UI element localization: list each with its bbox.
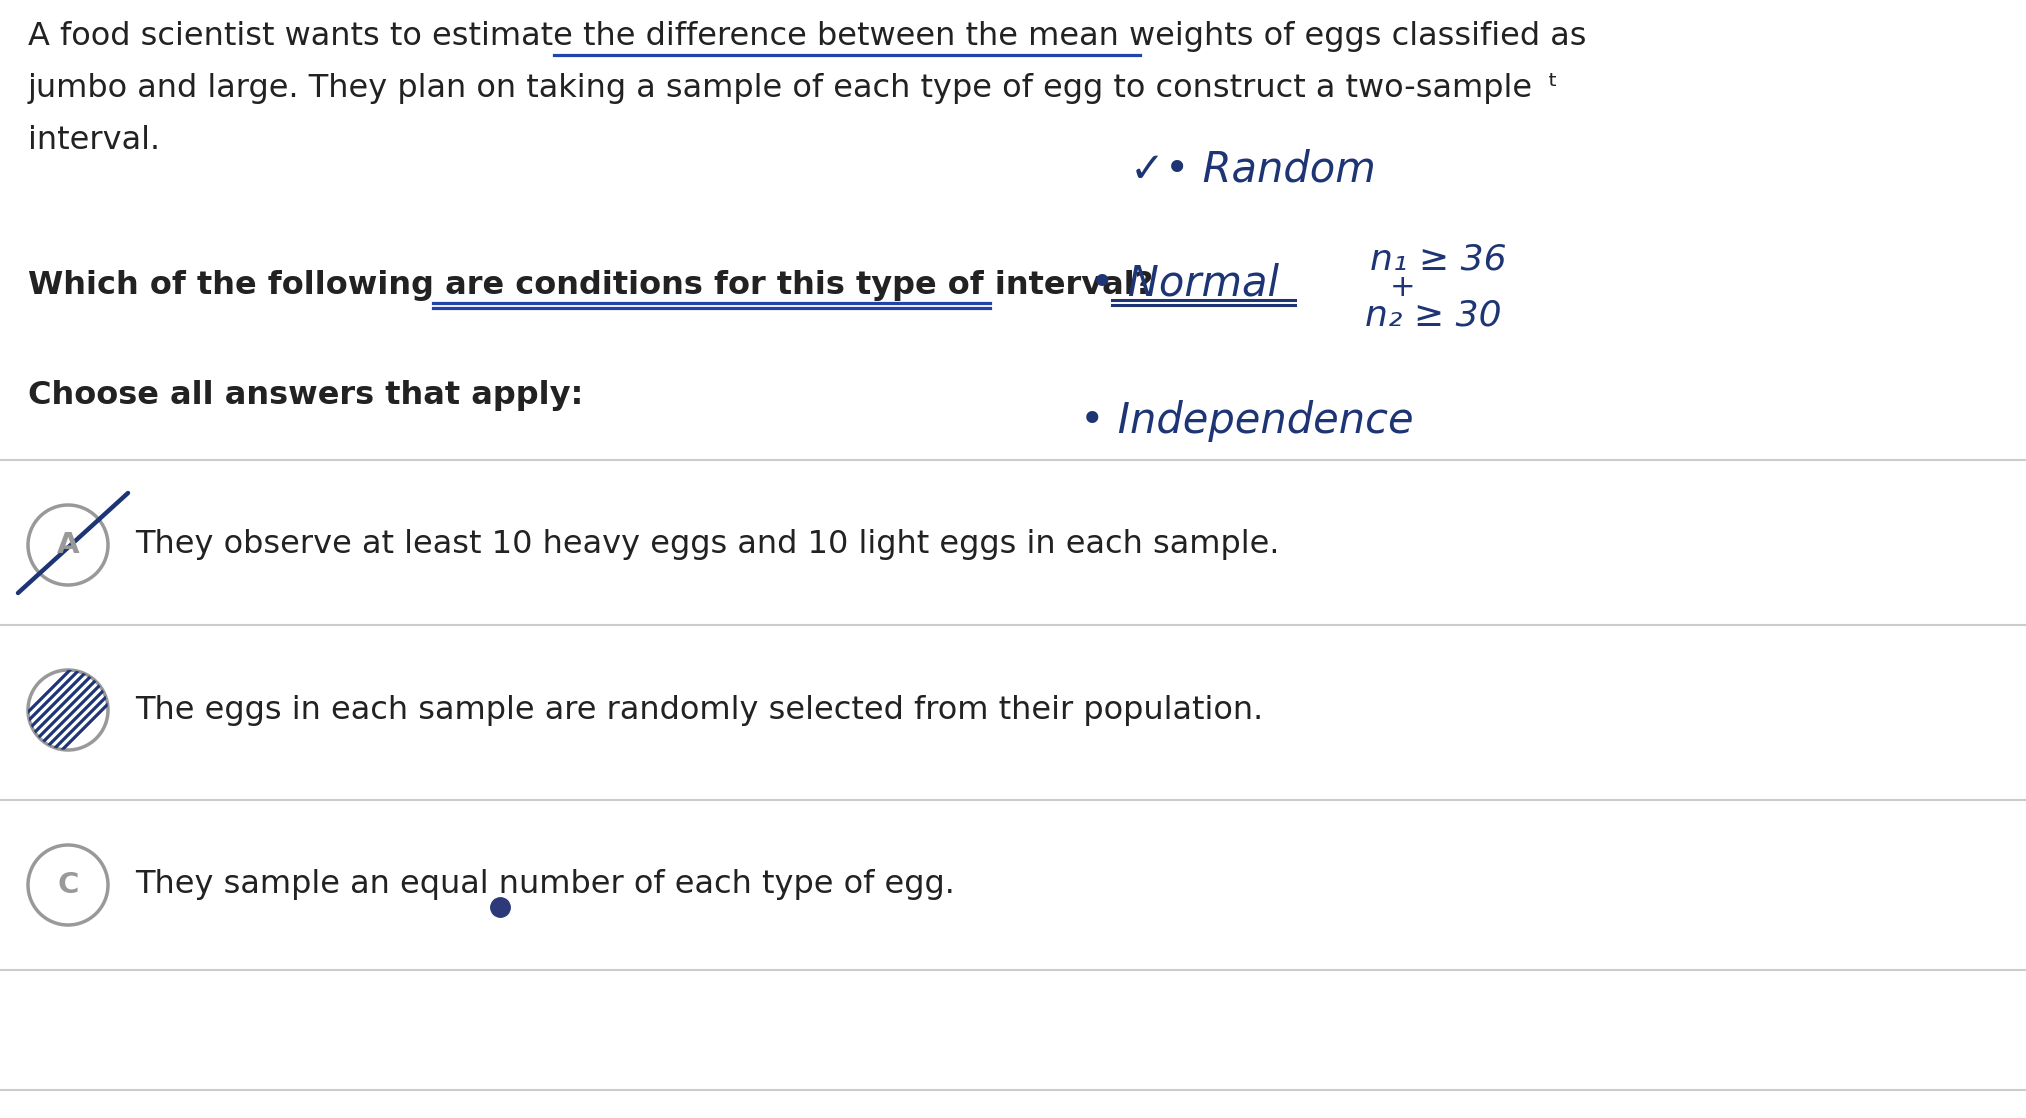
Text: The eggs in each sample are randomly selected from their population.: The eggs in each sample are randomly sel… (136, 694, 1264, 726)
Text: +: + (1390, 273, 1416, 302)
Text: interval.: interval. (28, 125, 160, 157)
Text: C: C (57, 871, 79, 899)
Text: They sample an equal number of each type of egg.: They sample an equal number of each type… (136, 870, 954, 900)
Text: • Normal: • Normal (1090, 263, 1278, 305)
Text: jumbo and large. They plan on taking a sample of each type of egg to construct a: jumbo and large. They plan on taking a s… (28, 73, 1558, 104)
Text: Which of the following are conditions for this type of interval?: Which of the following are conditions fo… (28, 271, 1153, 301)
Text: n₁ ≥ 36: n₁ ≥ 36 (1370, 243, 1507, 277)
Text: ✓• Random: ✓• Random (1131, 148, 1376, 190)
Text: A: A (57, 531, 79, 559)
Text: They observe at least 10 heavy eggs and 10 light eggs in each sample.: They observe at least 10 heavy eggs and … (136, 530, 1280, 560)
Text: • Independence: • Independence (1080, 400, 1414, 442)
Text: Choose all answers that apply:: Choose all answers that apply: (28, 380, 583, 411)
Text: A food scientist wants to estimate the difference between the mean weights of eg: A food scientist wants to estimate the d… (28, 21, 1586, 53)
Text: n₂ ≥ 30: n₂ ≥ 30 (1366, 299, 1501, 332)
